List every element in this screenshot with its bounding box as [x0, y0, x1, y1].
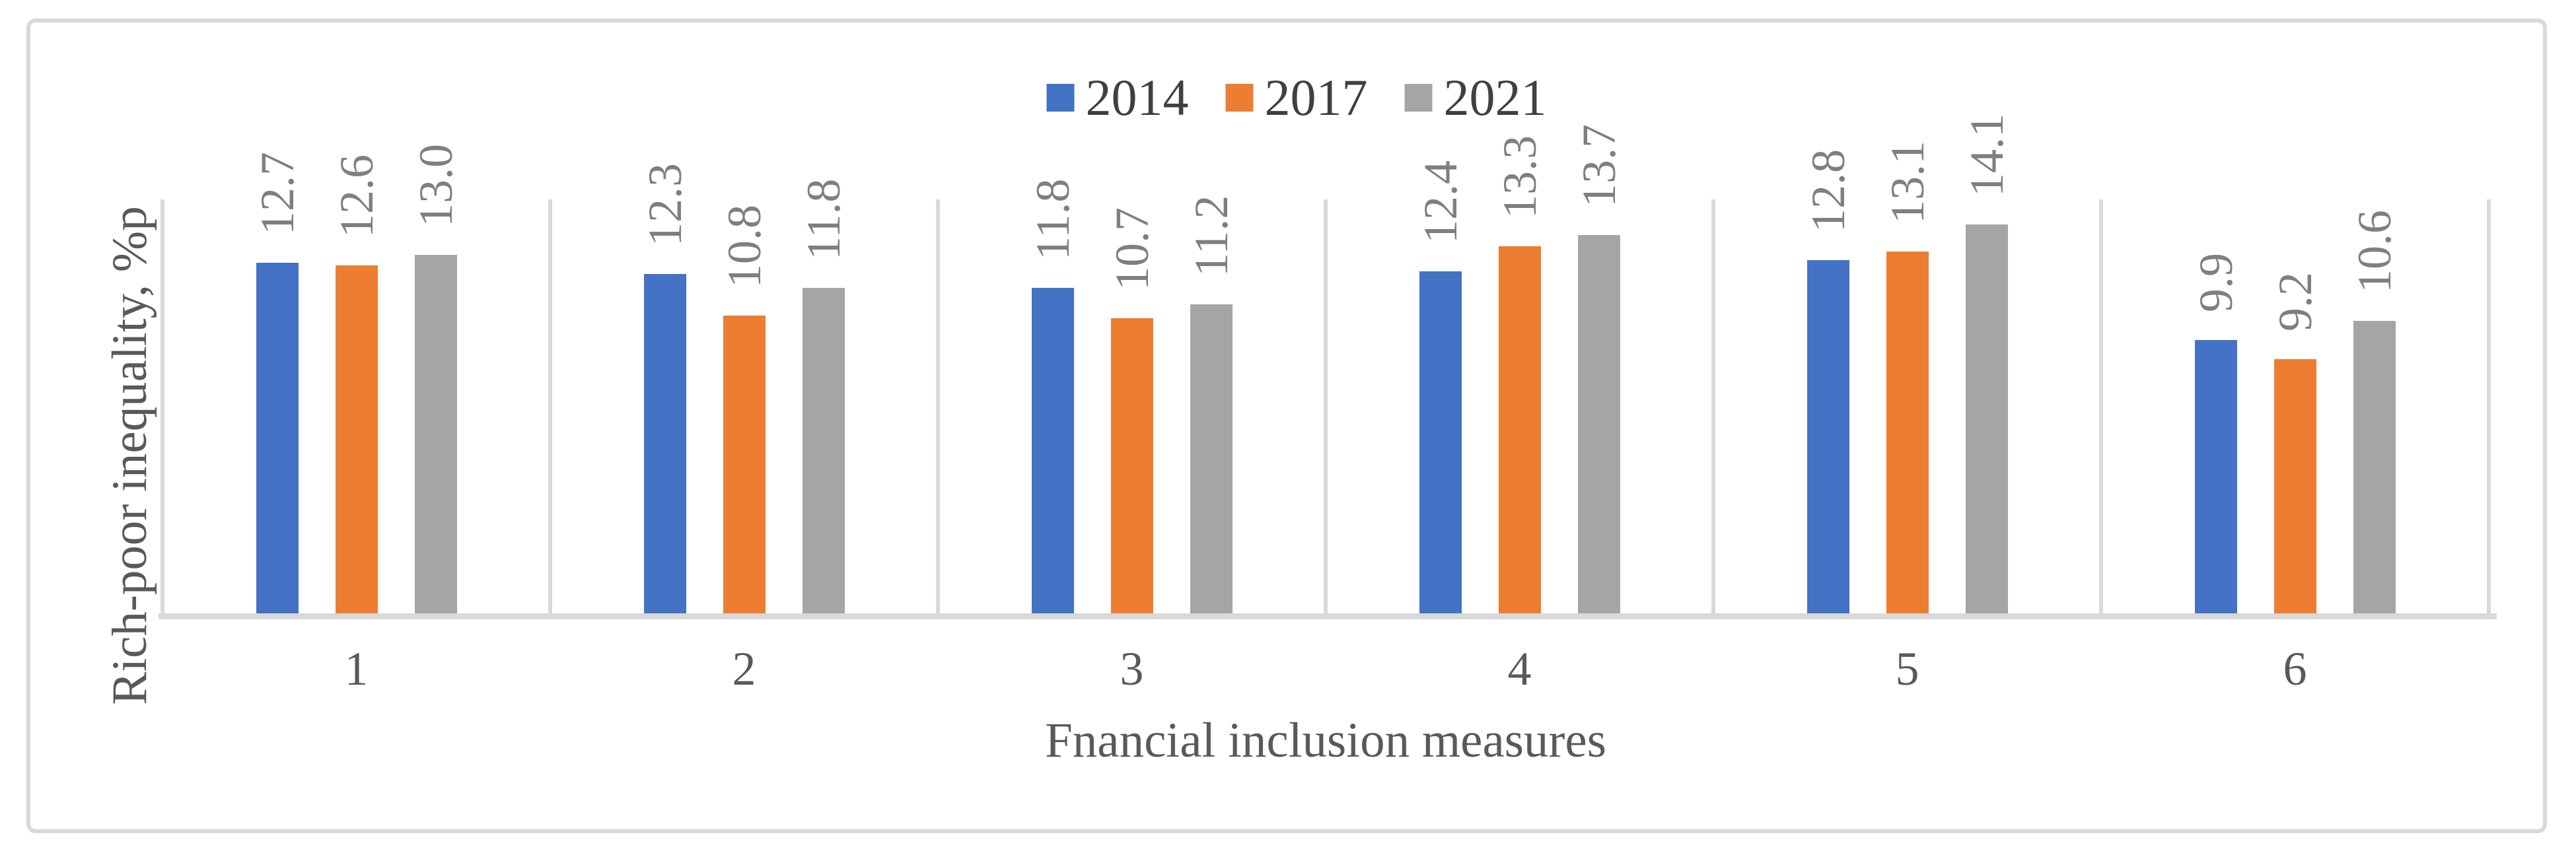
bar-value-label-2021-category-1: 13.0 [409, 143, 462, 227]
bar-2021-category-1 [414, 254, 457, 613]
bar-2021-category-3 [1190, 304, 1233, 613]
bar-2014-category-1 [256, 263, 299, 613]
category-label-6: 6 [2283, 642, 2307, 695]
bar-value-label-2017-category-5: 13.1 [1880, 141, 1934, 224]
bar-value-label-2021-category-5: 14.1 [1960, 113, 2013, 197]
chart-legend: 2014 2017 2021 [1046, 69, 1547, 126]
bar-2017-category-4 [1498, 246, 1541, 613]
y-axis-title: Rich-poor inequality, %p [102, 206, 157, 705]
bar-2017-category-6 [2273, 359, 2316, 613]
legend-item-2017: 2017 [1225, 69, 1368, 126]
bar-value-label-2021-category-6: 10.6 [2347, 209, 2401, 293]
category-gridline [548, 199, 552, 613]
legend-item-2021: 2021 [1404, 69, 1547, 126]
bar-value-label-2014-category-5: 12.8 [1801, 149, 1855, 232]
bar-2017-category-1 [335, 265, 378, 613]
bar-2014-category-6 [2194, 340, 2237, 613]
legend-label-2017: 2017 [1264, 69, 1368, 126]
category-label-2: 2 [732, 642, 756, 695]
category-label-1: 1 [344, 642, 369, 695]
bar-value-label-2017-category-6: 9.2 [2268, 272, 2322, 332]
category-gridline [1711, 199, 1715, 613]
bar-2014-category-5 [1807, 259, 1849, 613]
legend-swatch-icon-2017 [1225, 84, 1254, 112]
plot-right-border [2487, 199, 2491, 613]
bar-2017-category-5 [1886, 252, 1929, 613]
bar-2021-category-4 [1577, 235, 1620, 613]
plot-left-border [161, 199, 164, 613]
category-gridline [1324, 199, 1328, 613]
bar-value-label-2014-category-4: 12.4 [1413, 160, 1467, 244]
x-axis-title: Fnancial inclusion measures [1045, 713, 1606, 768]
bar-2017-category-3 [1110, 318, 1153, 613]
legend-swatch-icon-2014 [1046, 84, 1075, 112]
bar-2021-category-6 [2353, 320, 2396, 613]
bar-value-label-2017-category-2: 10.8 [717, 204, 771, 288]
category-gridline [2099, 199, 2103, 613]
bar-value-label-2021-category-2: 11.8 [797, 178, 850, 260]
bar-2021-category-2 [802, 287, 845, 613]
chart-outer-border [26, 18, 2547, 833]
bar-value-label-2014-category-2: 12.3 [638, 162, 692, 246]
bar-value-label-2017-category-3: 10.7 [1105, 207, 1159, 291]
category-label-4: 4 [1507, 642, 1532, 695]
bar-2021-category-5 [1965, 224, 2008, 613]
bar-2014-category-2 [643, 273, 686, 613]
x-axis-line [159, 613, 2497, 619]
bar-value-label-2014-category-1: 12.7 [250, 152, 304, 236]
bar-value-label-2021-category-3: 11.2 [1184, 195, 1238, 277]
category-label-5: 5 [1895, 642, 1919, 695]
bar-value-label-2014-category-3: 11.8 [1026, 178, 1079, 260]
bar-value-label-2017-category-4: 13.3 [1493, 135, 1546, 219]
bar-2017-category-2 [723, 315, 766, 613]
bar-value-label-2017-category-1: 12.6 [330, 154, 383, 238]
legend-swatch-icon-2021 [1404, 84, 1433, 112]
bar-value-label-2021-category-4: 13.7 [1572, 124, 1626, 208]
category-gridline [936, 199, 940, 613]
bar-value-label-2014-category-6: 9.9 [2189, 253, 2242, 313]
legend-item-2014: 2014 [1046, 69, 1189, 126]
legend-label-2021: 2021 [1443, 69, 1547, 126]
legend-label-2014: 2014 [1085, 69, 1189, 126]
category-label-3: 3 [1120, 642, 1144, 695]
bar-2014-category-4 [1419, 271, 1462, 613]
bar-2014-category-3 [1031, 287, 1074, 613]
